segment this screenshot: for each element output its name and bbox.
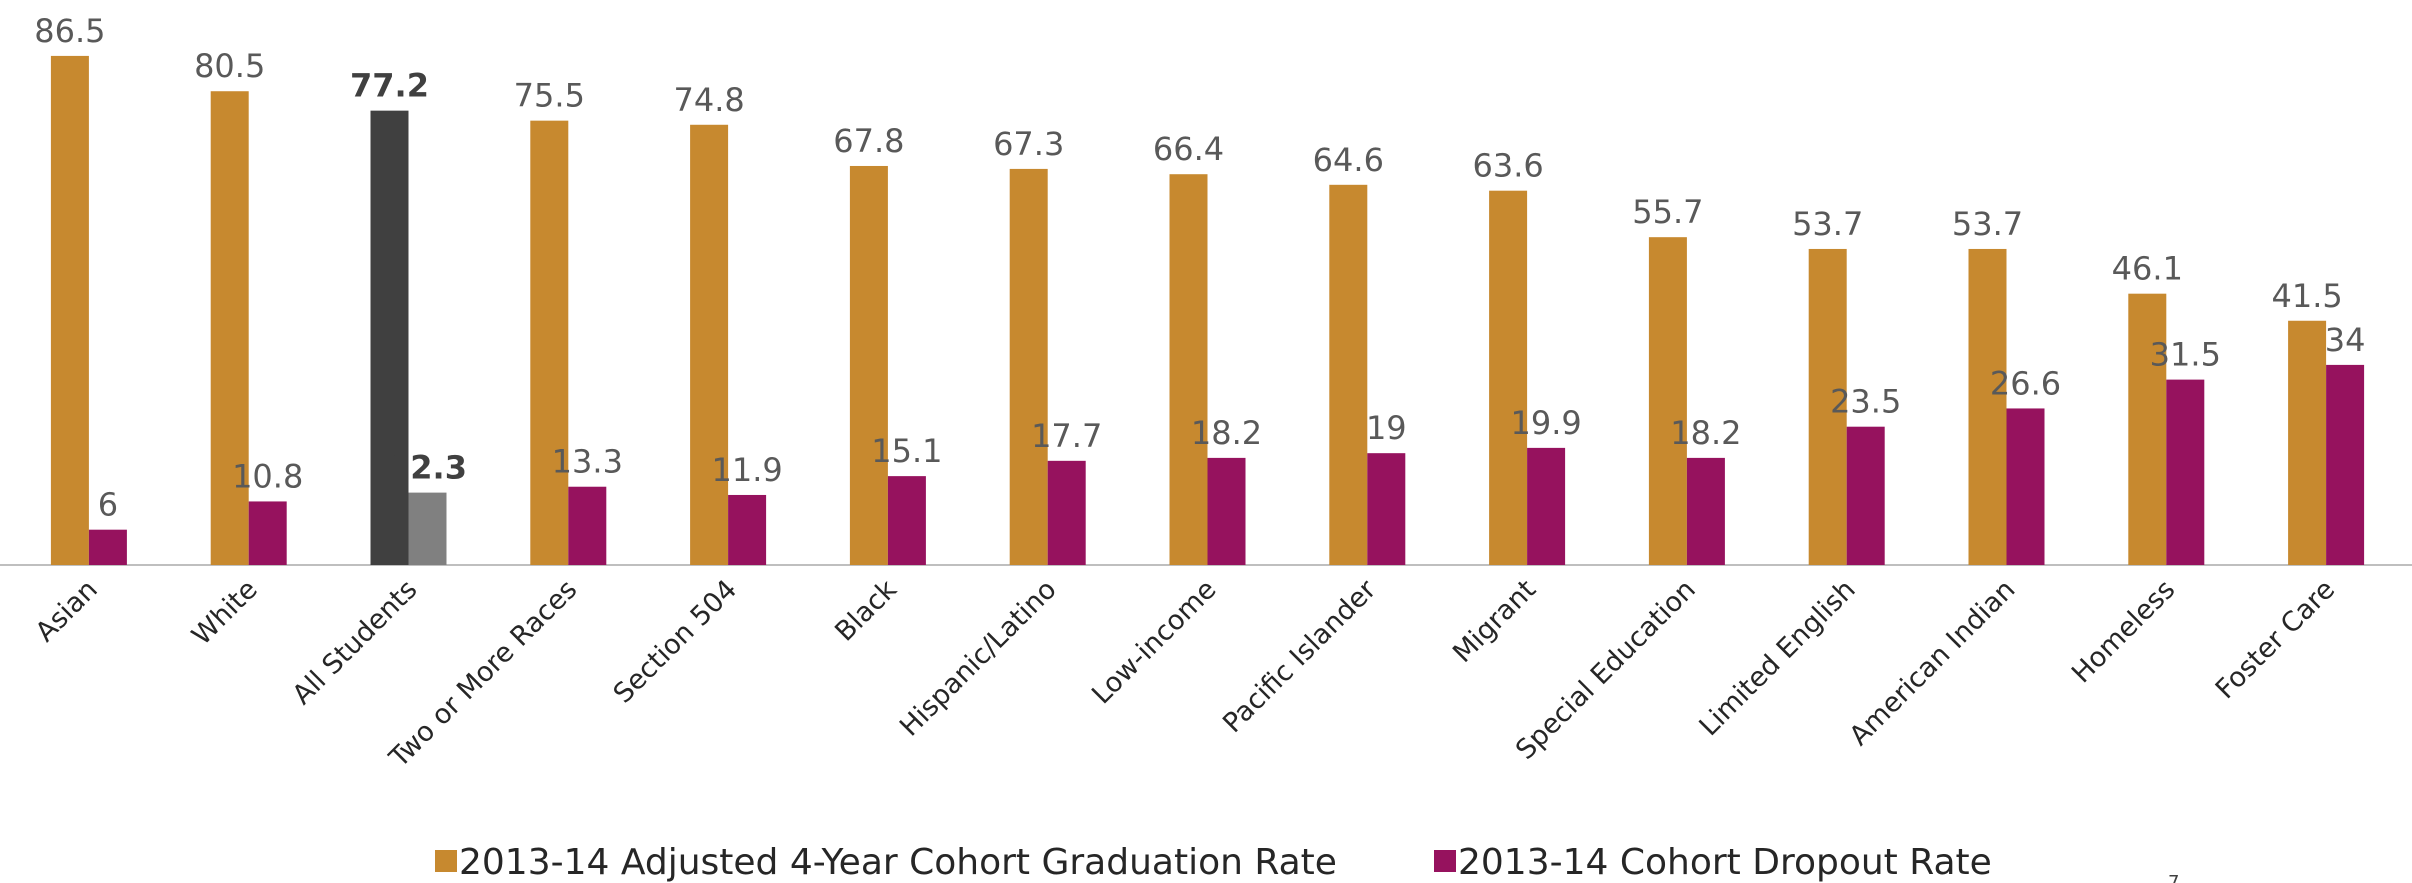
bar: [1968, 248, 2007, 565]
bar: [1367, 453, 1406, 565]
value-label: 18.2: [1191, 414, 1262, 452]
value-label: 23.5: [1830, 383, 1901, 421]
bar: [1329, 184, 1368, 566]
value-label: 13.3: [552, 443, 623, 481]
bar: [2128, 293, 2167, 565]
value-label: 86.5: [34, 12, 105, 50]
value-label: 75.5: [514, 77, 585, 115]
value-label: 80.5: [194, 47, 265, 85]
x-tick-label: Hispanic/Latino: [894, 574, 1063, 743]
x-tick-label: Special Education: [1510, 574, 1702, 766]
x-tick-label: Limited English: [1694, 574, 1862, 742]
x-tick-label: American Indian: [1844, 574, 2022, 752]
legend-swatch: [435, 850, 457, 872]
bar: [408, 492, 447, 565]
page-number: 7: [2168, 872, 2179, 883]
value-label: 6: [98, 486, 118, 524]
legend-label: 2013-14 Adjusted 4-Year Cohort Graduatio…: [459, 842, 1337, 883]
bar: [1169, 174, 1208, 566]
bar: [2288, 320, 2327, 565]
bar: [1527, 447, 1566, 565]
x-tick-label: Pacific Islander: [1217, 573, 1383, 739]
bar: [728, 494, 767, 565]
value-label: 74.8: [673, 81, 744, 119]
bar: [88, 529, 127, 565]
value-label: 53.7: [1952, 205, 2023, 243]
value-label: 18.2: [1670, 414, 1741, 452]
bar: [2006, 408, 2045, 565]
bar: [1808, 248, 1847, 565]
x-tick-label: Homeless: [2066, 574, 2181, 689]
bar: [530, 120, 569, 566]
legend-swatch: [1434, 850, 1456, 872]
value-label: 19.9: [1510, 404, 1581, 442]
value-label: 11.9: [711, 451, 782, 489]
value-label: 67.3: [993, 125, 1064, 163]
value-label: 26.6: [1990, 364, 2061, 402]
bar: [1047, 460, 1086, 565]
bar: [210, 91, 249, 565]
bar: [690, 124, 729, 565]
value-label: 55.7: [1632, 193, 1703, 231]
value-label: 53.7: [1792, 205, 1863, 243]
bar: [849, 165, 888, 565]
x-tick-label: White: [186, 574, 263, 651]
x-tick-label: All Students: [287, 574, 424, 711]
value-label: 31.5: [2150, 336, 2221, 374]
bar: [2166, 379, 2205, 565]
bar: [1686, 457, 1725, 565]
bar: [1207, 457, 1246, 565]
bar: [1648, 237, 1687, 565]
value-label: 67.8: [833, 122, 904, 160]
bar: [568, 486, 607, 565]
value-label: 17.7: [1031, 417, 1102, 455]
value-label: 77.2: [350, 67, 429, 105]
x-tick-label: Asian: [30, 574, 104, 648]
legend-label: 2013-14 Cohort Dropout Rate: [1458, 842, 1992, 883]
value-label: 15.1: [871, 432, 942, 470]
value-label: 41.5: [2271, 277, 2342, 315]
bar: [248, 501, 287, 565]
bar: [1009, 168, 1048, 566]
value-label: 19: [1366, 409, 1407, 447]
x-tick-label: Section 504: [608, 574, 743, 709]
x-tick-label: Foster Care: [2210, 574, 2341, 705]
value-label: 63.6: [1472, 147, 1543, 185]
bar: [1489, 190, 1528, 565]
x-tick-label: Black: [829, 574, 903, 648]
value-label: 64.6: [1313, 141, 1384, 179]
bar: [887, 476, 926, 565]
bar: [370, 110, 409, 565]
bar: [50, 55, 89, 565]
x-tick-label: Migrant: [1447, 574, 1542, 669]
x-tick-label: Low-income: [1086, 574, 1222, 710]
value-label: 66.4: [1153, 130, 1224, 168]
value-label: 46.1: [2112, 250, 2183, 288]
value-label: 10.8: [232, 457, 303, 495]
bar: [1846, 426, 1885, 565]
value-label: 34: [2325, 321, 2366, 359]
value-label: 12.3: [388, 449, 467, 487]
bar: [2326, 364, 2365, 565]
